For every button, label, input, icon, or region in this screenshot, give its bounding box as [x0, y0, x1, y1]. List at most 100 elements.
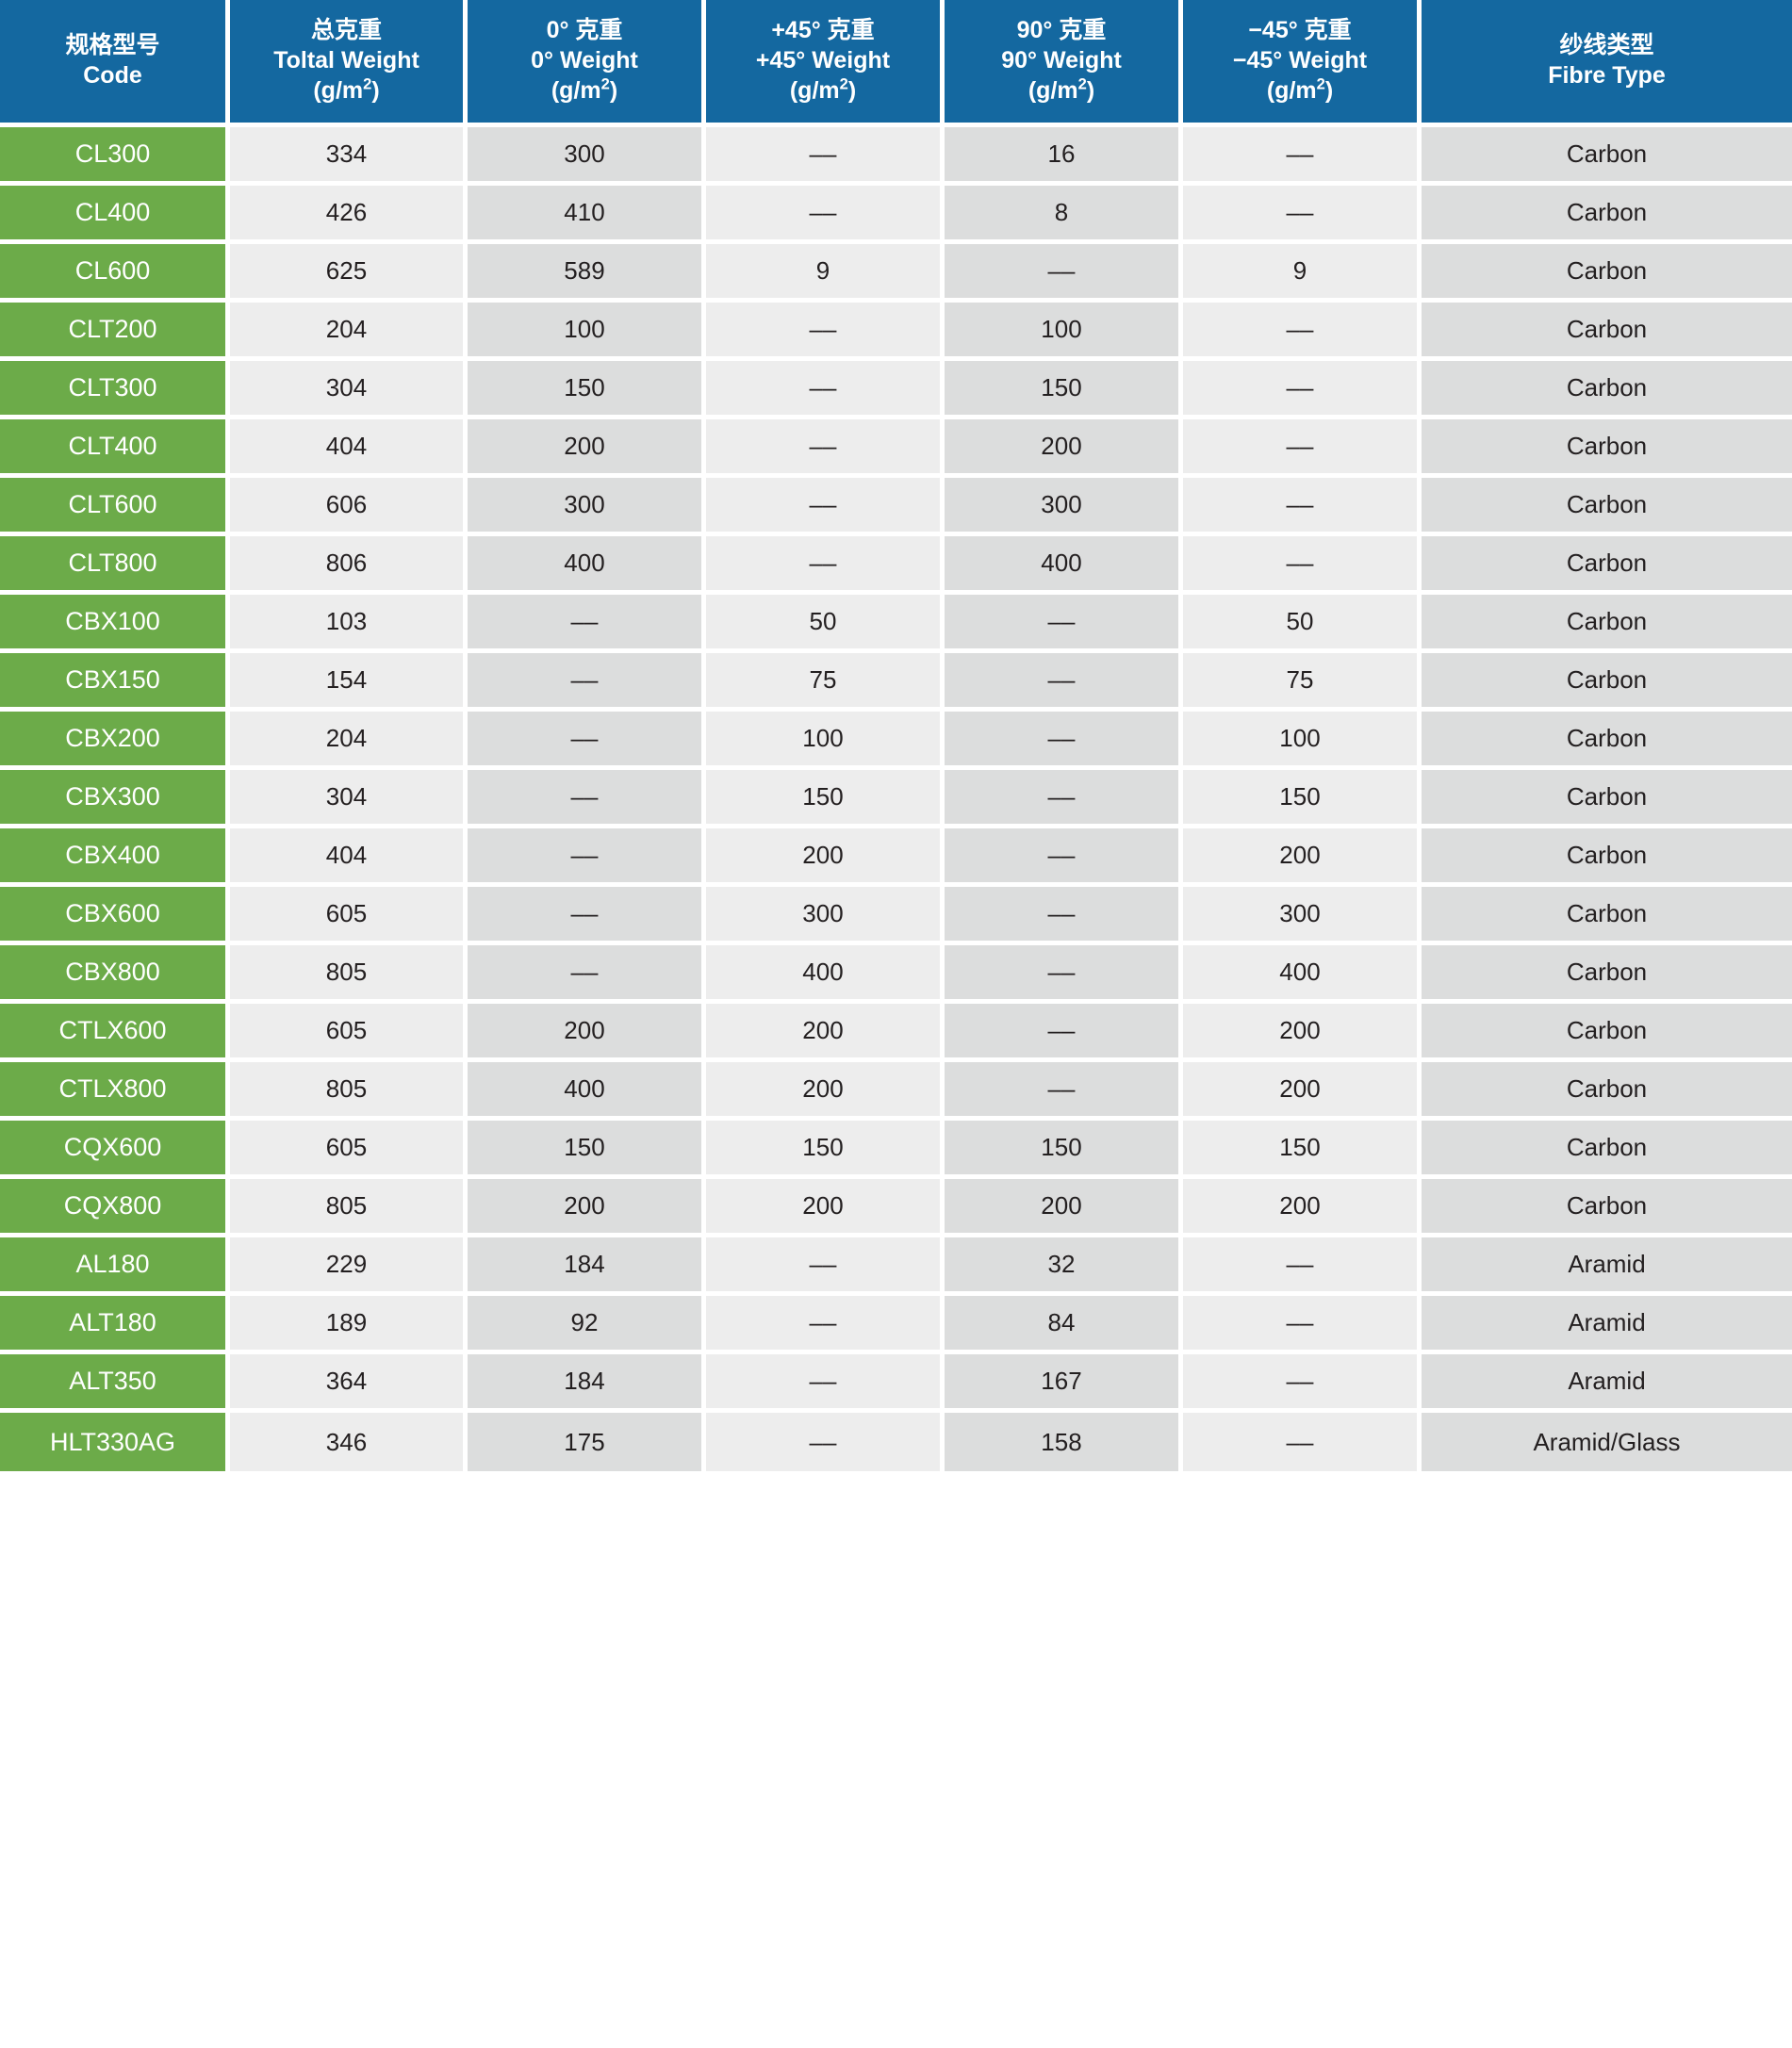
column-header-m45: −45° 克重 −45° Weight (g/m2)	[1183, 0, 1422, 127]
cell-code: CLT600	[0, 478, 230, 536]
cell-d0: 200	[468, 419, 706, 478]
cell-total: 605	[230, 1121, 468, 1179]
cell-d0: ––	[468, 653, 706, 712]
cell-m45: ––	[1183, 419, 1422, 478]
cell-total: 204	[230, 712, 468, 770]
cell-d90: 32	[945, 1237, 1183, 1296]
cell-fibre: Aramid/Glass	[1422, 1413, 1792, 1471]
cell-p45: 150	[706, 1121, 945, 1179]
fabric-specification-table: 规格型号 Code 总克重 Toltal Weight (g/m2) 0° 克重 0° We…	[0, 0, 1792, 1471]
cell-d0: 92	[468, 1296, 706, 1354]
column-header-zh-total: 总克重	[310, 17, 382, 43]
column-header-zh-m45: −45° 克重	[1248, 17, 1352, 43]
cell-d0: ––	[468, 595, 706, 653]
cell-m45: ––	[1183, 127, 1422, 186]
cell-d0: 400	[468, 1062, 706, 1121]
table-row: AL180 229 184 –– 32 –– Aramid	[0, 1237, 1792, 1296]
cell-total: 154	[230, 653, 468, 712]
cell-total: 103	[230, 595, 468, 653]
cell-total: 805	[230, 1179, 468, 1237]
cell-m45: 400	[1183, 945, 1422, 1004]
column-header-en-d0: 0° Weight	[531, 47, 638, 74]
cell-d90: ––	[945, 653, 1183, 712]
cell-fibre: Carbon	[1422, 887, 1792, 945]
column-header-unit-d0: (g/m2)	[551, 75, 618, 104]
column-header-d90: 90° 克重 90° Weight (g/m2)	[945, 0, 1183, 127]
cell-total: 229	[230, 1237, 468, 1296]
cell-code: CTLX600	[0, 1004, 230, 1062]
cell-m45: 200	[1183, 828, 1422, 887]
cell-m45: ––	[1183, 1354, 1422, 1413]
cell-d0: 200	[468, 1179, 706, 1237]
cell-d0: 150	[468, 1121, 706, 1179]
cell-total: 404	[230, 828, 468, 887]
table-row: CL600 625 589 9 –– 9 Carbon	[0, 244, 1792, 303]
cell-code: ALT180	[0, 1296, 230, 1354]
cell-code: CL400	[0, 186, 230, 244]
cell-total: 606	[230, 478, 468, 536]
table-row: CTLX600 605 200 200 –– 200 Carbon	[0, 1004, 1792, 1062]
cell-code: CL300	[0, 127, 230, 186]
cell-fibre: Carbon	[1422, 1121, 1792, 1179]
cell-total: 364	[230, 1354, 468, 1413]
cell-m45: ––	[1183, 1413, 1422, 1471]
cell-d90: 8	[945, 186, 1183, 244]
cell-p45: ––	[706, 127, 945, 186]
table-row: CBX400 404 –– 200 –– 200 Carbon	[0, 828, 1792, 887]
cell-code: CL600	[0, 244, 230, 303]
column-header-en-p45: +45° Weight	[755, 47, 891, 74]
cell-m45: ––	[1183, 1237, 1422, 1296]
column-header-zh-p45: +45° 克重	[771, 17, 875, 43]
cell-total: 605	[230, 1004, 468, 1062]
table-row: CTLX800 805 400 200 –– 200 Carbon	[0, 1062, 1792, 1121]
cell-m45: ––	[1183, 361, 1422, 419]
cell-p45: ––	[706, 1354, 945, 1413]
cell-p45: 200	[706, 1004, 945, 1062]
cell-code: CBX800	[0, 945, 230, 1004]
cell-p45: ––	[706, 1413, 945, 1471]
cell-d90: ––	[945, 244, 1183, 303]
column-header-zh-fibre: 纱线类型	[1559, 32, 1654, 58]
cell-code: CQX600	[0, 1121, 230, 1179]
cell-p45: ––	[706, 303, 945, 361]
cell-code: CBX400	[0, 828, 230, 887]
table-row: CLT200 204 100 –– 100 –– Carbon	[0, 303, 1792, 361]
column-header-zh-d90: 90° 克重	[1016, 17, 1107, 43]
cell-code: CBX100	[0, 595, 230, 653]
cell-m45: 150	[1183, 1121, 1422, 1179]
table-row: CBX150 154 –– 75 –– 75 Carbon	[0, 653, 1792, 712]
cell-d0: ––	[468, 712, 706, 770]
cell-p45: ––	[706, 478, 945, 536]
cell-d0: 175	[468, 1413, 706, 1471]
table-row: CLT800 806 400 –– 400 –– Carbon	[0, 536, 1792, 595]
cell-p45: 150	[706, 770, 945, 828]
cell-d0: 589	[468, 244, 706, 303]
cell-fibre: Carbon	[1422, 303, 1792, 361]
cell-total: 304	[230, 770, 468, 828]
header-row: 规格型号 Code 总克重 Toltal Weight (g/m2) 0° 克重 0° We…	[0, 0, 1792, 127]
cell-p45: 50	[706, 595, 945, 653]
cell-d90: ––	[945, 887, 1183, 945]
cell-m45: 200	[1183, 1179, 1422, 1237]
cell-code: ALT350	[0, 1354, 230, 1413]
cell-fibre: Aramid	[1422, 1354, 1792, 1413]
cell-fibre: Carbon	[1422, 1004, 1792, 1062]
table-row: CQX800 805 200 200 200 200 Carbon	[0, 1179, 1792, 1237]
cell-d90: ––	[945, 1062, 1183, 1121]
table-row: CBX300 304 –– 150 –– 150 Carbon	[0, 770, 1792, 828]
cell-m45: ––	[1183, 186, 1422, 244]
cell-d90: 300	[945, 478, 1183, 536]
cell-p45: ––	[706, 1237, 945, 1296]
cell-p45: 200	[706, 828, 945, 887]
cell-d0: 100	[468, 303, 706, 361]
cell-d0: 300	[468, 478, 706, 536]
cell-total: 346	[230, 1413, 468, 1471]
cell-fibre: Aramid	[1422, 1237, 1792, 1296]
cell-p45: 200	[706, 1179, 945, 1237]
cell-d0: 400	[468, 536, 706, 595]
column-header-fibre: 纱线类型 Fibre Type	[1422, 0, 1792, 127]
cell-d90: ––	[945, 770, 1183, 828]
cell-total: 605	[230, 887, 468, 945]
cell-d0: 200	[468, 1004, 706, 1062]
cell-fibre: Carbon	[1422, 127, 1792, 186]
